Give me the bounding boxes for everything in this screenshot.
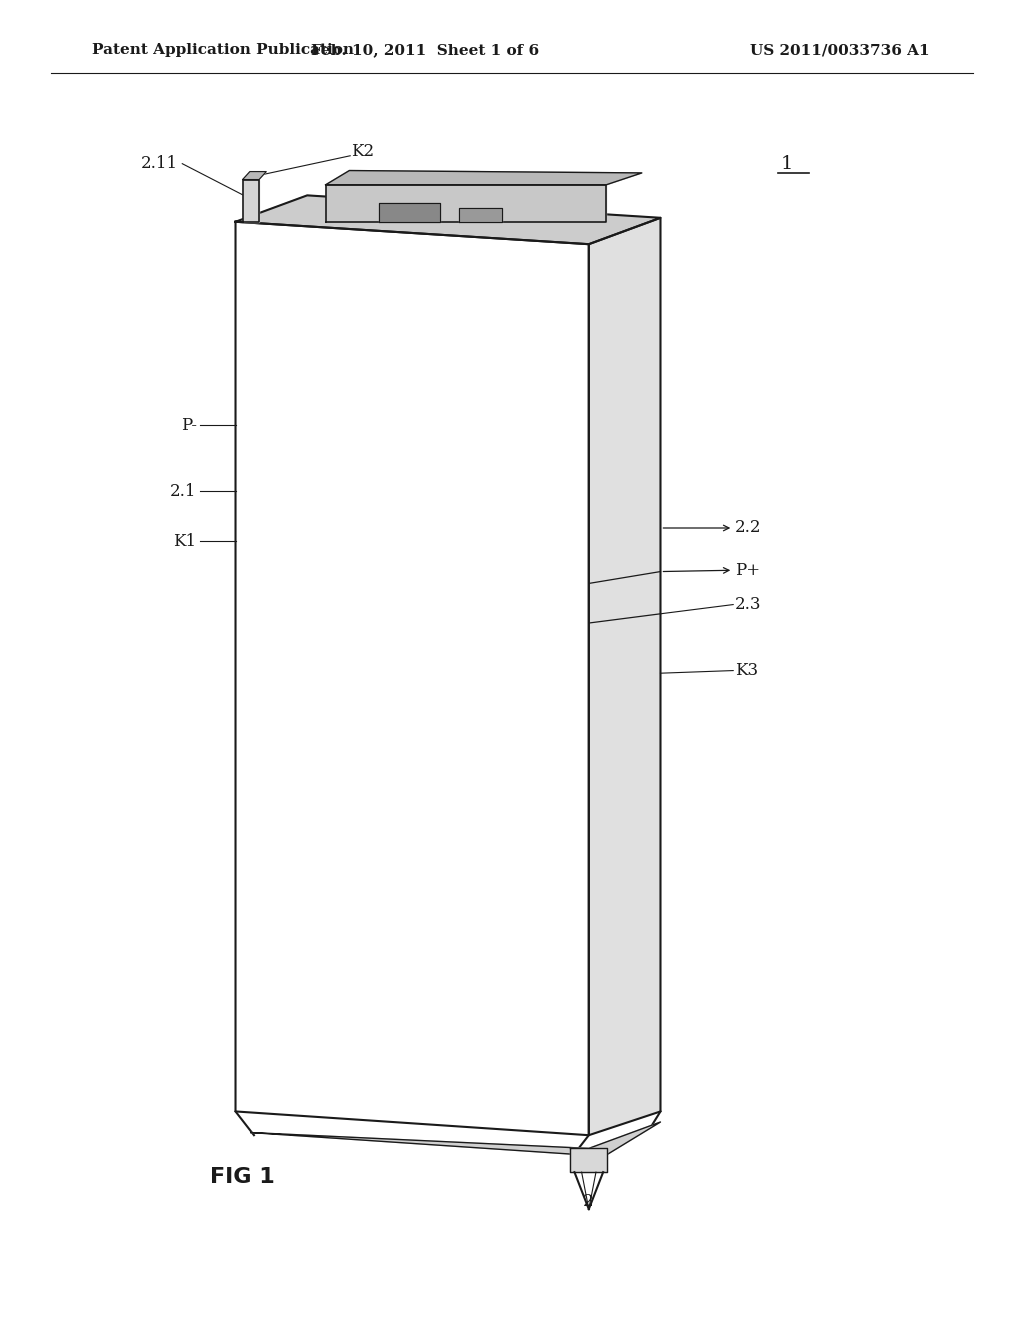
Text: K1: K1 xyxy=(173,533,197,549)
Polygon shape xyxy=(379,203,440,222)
Text: 2: 2 xyxy=(583,1193,593,1210)
Text: 2.3: 2.3 xyxy=(735,597,762,612)
Text: P-: P- xyxy=(180,417,197,433)
Text: US 2011/0033736 A1: US 2011/0033736 A1 xyxy=(750,44,930,57)
Text: 1: 1 xyxy=(780,154,793,173)
Text: Patent Application Publication: Patent Application Publication xyxy=(92,44,354,57)
Polygon shape xyxy=(243,180,259,222)
Polygon shape xyxy=(243,172,266,180)
Text: 2.31: 2.31 xyxy=(469,181,506,197)
Polygon shape xyxy=(326,185,606,222)
Polygon shape xyxy=(459,209,502,222)
Polygon shape xyxy=(589,218,660,1135)
Text: FIG 1: FIG 1 xyxy=(210,1167,274,1188)
Polygon shape xyxy=(236,195,660,244)
Polygon shape xyxy=(236,222,589,1135)
Text: K3: K3 xyxy=(735,663,759,678)
Text: P+: P+ xyxy=(735,562,761,578)
Text: Feb. 10, 2011  Sheet 1 of 6: Feb. 10, 2011 Sheet 1 of 6 xyxy=(311,44,539,57)
Text: K2: K2 xyxy=(351,144,375,160)
Polygon shape xyxy=(570,1148,607,1172)
Text: 2.1: 2.1 xyxy=(170,483,197,499)
Text: 2.2: 2.2 xyxy=(735,520,762,536)
Polygon shape xyxy=(326,170,642,185)
Text: 2.11: 2.11 xyxy=(141,156,178,172)
Polygon shape xyxy=(251,1122,660,1156)
